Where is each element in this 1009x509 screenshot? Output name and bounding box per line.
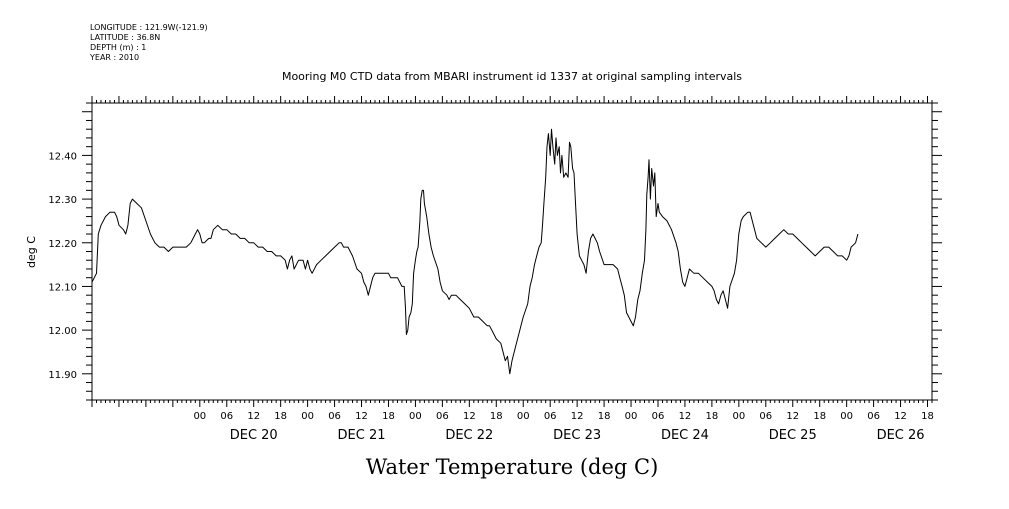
water-temperature-line [91,128,859,375]
x-tick-label: 12 [247,411,260,422]
x-hour-labels: 00 06 12 18 00 06 12 18 00 06 12 18 00 06 12 18 00 06 12 18… [193,411,933,422]
metadata-longitude: LONGITUDE : 121.9W(-121.9) [90,23,208,32]
x-tick-label: 18 [274,411,287,422]
x-day-label: DEC 22 [445,428,493,443]
x-tick-label: 18 [706,411,719,422]
metadata-depth: DEPTH (m) : 1 [90,43,146,52]
x-day-label: DEC 26 [877,428,925,443]
x-tick-label: 12 [786,411,799,422]
x-tick-label: 12 [355,411,368,422]
x-day-label: DEC 25 [769,428,817,443]
plot-frame [91,102,933,401]
y-tick-label: 11.90 [48,370,77,381]
x-tick-label: 18 [490,411,503,422]
x-tick-label: 18 [813,411,826,422]
x-tick-label: 12 [571,411,584,422]
x-tick-label: 18 [921,411,934,422]
y-tick-label: 12.40 [48,151,77,162]
x-tick-label: 00 [625,411,638,422]
x-tick-label: 00 [193,411,206,422]
y-tick-label: 12.10 [48,282,77,293]
x-tick-label: 06 [436,411,449,422]
chart-title: Mooring M0 CTD data from MBARI instrumen… [282,70,742,83]
metadata-block: LONGITUDE : 121.9W(-121.9) LATITUDE : 36… [89,23,208,62]
x-tick-label: 00 [301,411,314,422]
x-tick-label: 06 [759,411,772,422]
x-tick-label: 06 [544,411,557,422]
x-tick-label: 06 [328,411,341,422]
y-tick-labels: 11.90 12.00 12.10 12.20 12.30 12.40 [48,151,77,380]
x-day-label: DEC 21 [338,428,386,443]
x-tick-label: 12 [463,411,476,422]
x-tick-label: 12 [679,411,692,422]
x-tick-label: 00 [732,411,745,422]
x-day-labels: DEC 20 DEC 21 DEC 22 DEC 23 DEC 24 DEC 25 DEC … [230,428,925,443]
tick-marks [82,96,942,407]
x-tick-label: 06 [652,411,665,422]
y-tick-label: 12.30 [48,195,77,206]
x-tick-label: 18 [382,411,395,422]
x-tick-label: 00 [409,411,422,422]
x-day-label: DEC 23 [553,428,601,443]
x-tick-label: 06 [867,411,880,422]
y-axis-label: deg C [25,236,38,268]
metadata-year: YEAR : 2010 [89,53,139,62]
x-tick-label: 00 [517,411,530,422]
x-day-label: DEC 24 [661,428,709,443]
metadata-latitude: LATITUDE : 36.8N [90,33,160,42]
x-tick-label: 18 [598,411,611,422]
x-tick-label: 06 [220,411,233,422]
x-day-label: DEC 20 [230,428,278,443]
y-tick-label: 12.20 [48,239,77,250]
y-tick-label: 12.00 [48,326,77,337]
x-axis-label: Water Temperature (deg C) [366,455,659,479]
x-tick-label: 12 [894,411,907,422]
x-tick-label: 00 [840,411,853,422]
